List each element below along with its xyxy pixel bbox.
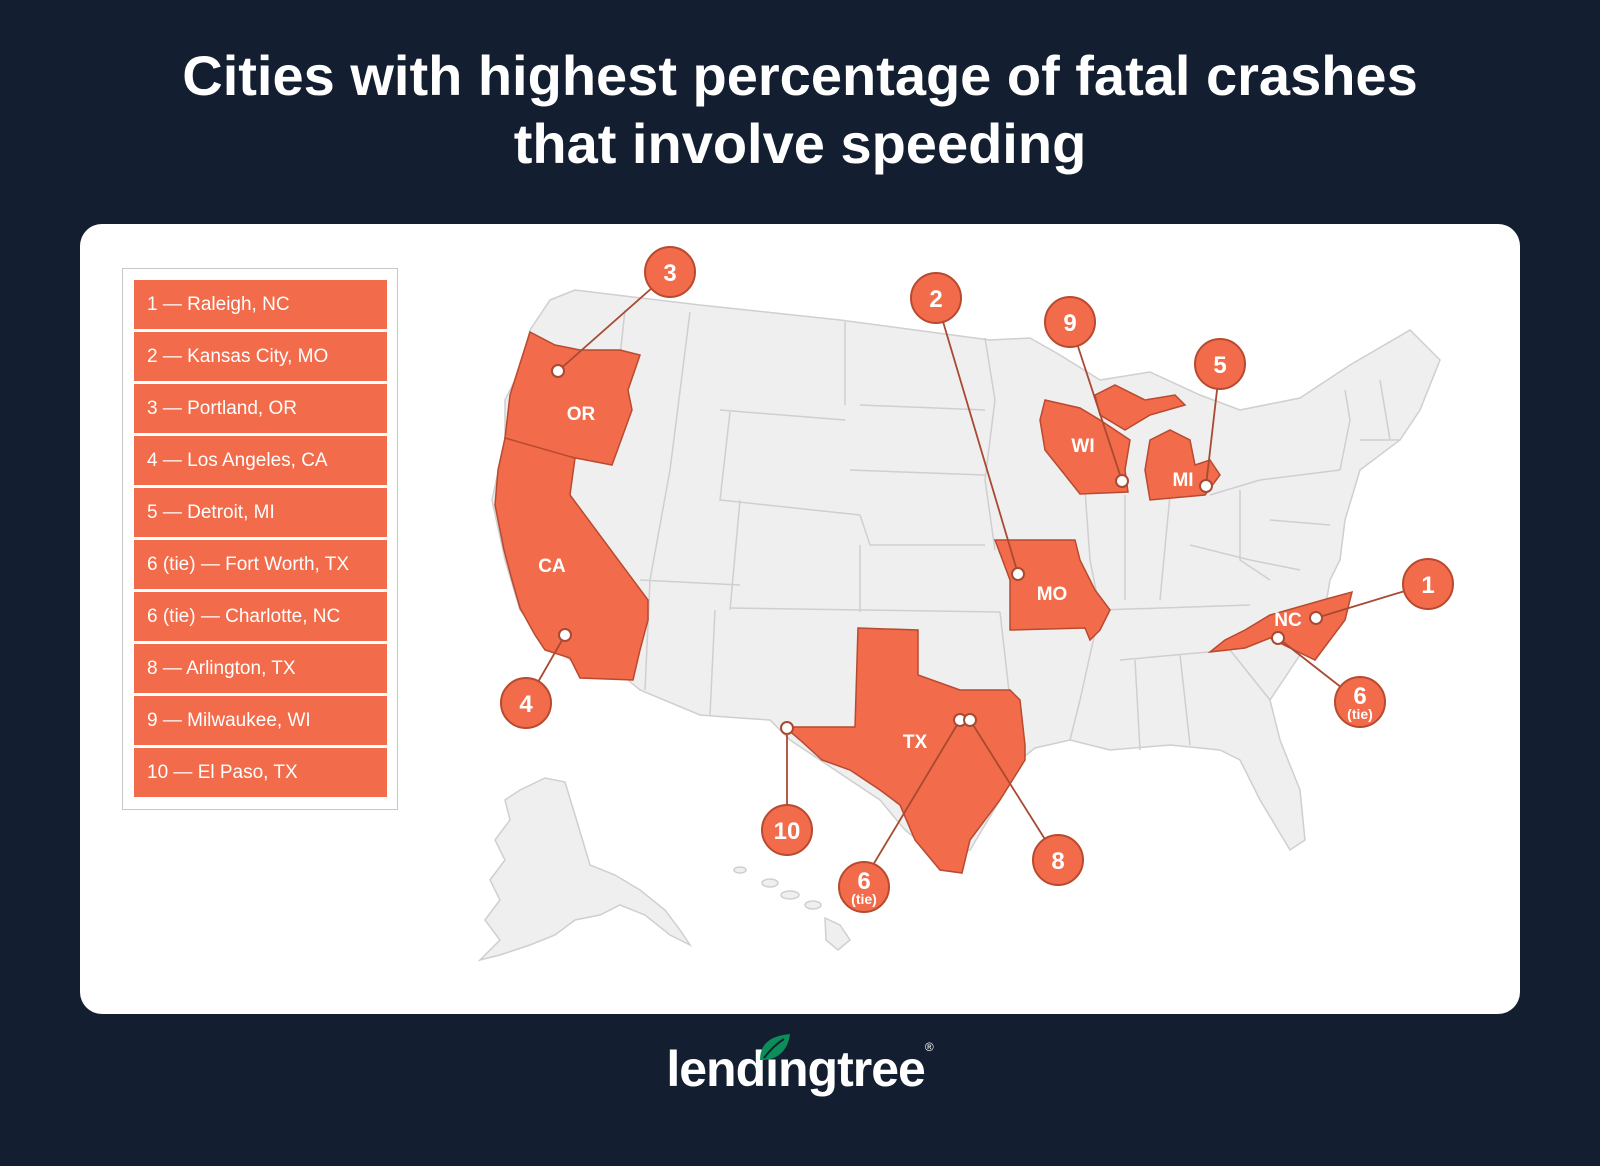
- page-title: Cities with highest percentage of fatal …: [0, 42, 1600, 178]
- rank-number: 5: [1213, 352, 1226, 379]
- state-michigan-up: [1094, 384, 1187, 431]
- rank-bubble-9[interactable]: 9: [1044, 296, 1096, 348]
- rank-number: 6: [857, 868, 870, 895]
- logo-wordmark: lendingtree: [666, 1041, 925, 1097]
- rank-bubble-3[interactable]: 3: [644, 246, 696, 298]
- label-mi: MI: [1172, 470, 1193, 491]
- state-missouri: [993, 539, 1111, 642]
- legend-item: 8 — Arlington, TX: [134, 644, 387, 693]
- rank-bubble-6-charlotte[interactable]: 6 (tie): [1334, 676, 1386, 728]
- legend-item: 5 — Detroit, MI: [134, 488, 387, 537]
- rank-note: (tie): [851, 891, 877, 907]
- rank-note: (tie): [1347, 706, 1373, 722]
- city-dot-portland[interactable]: [551, 364, 565, 378]
- rank-number: 2: [929, 286, 942, 313]
- registered-mark: ®: [924, 1040, 934, 1054]
- legend-item: 2 — Kansas City, MO: [134, 332, 387, 381]
- state-oregon: [504, 330, 641, 466]
- label-mo: MO: [1037, 584, 1068, 605]
- label-wi: WI: [1071, 436, 1094, 457]
- hawaii-shape: [733, 866, 851, 951]
- map-card: OR CA MO WI MI TX NC: [80, 224, 1520, 1014]
- label-nc: NC: [1274, 610, 1302, 631]
- state-texas: [782, 627, 1026, 874]
- rank-bubble-10[interactable]: 10: [761, 804, 813, 856]
- city-dot-arlington[interactable]: [963, 713, 977, 727]
- city-dot-el-paso[interactable]: [780, 721, 794, 735]
- ranking-legend: 1 — Raleigh, NC 2 — Kansas City, MO 3 — …: [122, 268, 398, 810]
- rank-number: 10: [774, 818, 801, 845]
- rank-number: 1: [1421, 572, 1434, 599]
- legend-item: 10 — El Paso, TX: [134, 748, 387, 797]
- rank-number: 4: [519, 691, 533, 718]
- lendingtree-logo: lendingtree®: [0, 1034, 1600, 1098]
- legend-item: 3 — Portland, OR: [134, 384, 387, 433]
- rank-number: 3: [663, 260, 676, 287]
- city-dot-detroit[interactable]: [1199, 479, 1213, 493]
- rank-number: 9: [1063, 310, 1076, 337]
- rank-bubble-4[interactable]: 4: [500, 677, 552, 729]
- rank-bubble-2[interactable]: 2: [910, 272, 962, 324]
- city-dot-kansas-city[interactable]: [1011, 567, 1025, 581]
- rank-bubble-1[interactable]: 1: [1402, 558, 1454, 610]
- state-north-carolina: [1207, 590, 1354, 661]
- label-ca: CA: [538, 556, 566, 577]
- leaf-icon: [760, 1034, 791, 1060]
- rank-number: 6: [1353, 683, 1366, 710]
- city-dot-los-angeles[interactable]: [558, 628, 572, 642]
- legend-item: 1 — Raleigh, NC: [134, 280, 387, 329]
- title-line-2: that involve speeding: [513, 112, 1087, 175]
- state-wisconsin: [1039, 399, 1131, 495]
- legend-item: 6 (tie) — Fort Worth, TX: [134, 540, 387, 589]
- city-dot-raleigh[interactable]: [1309, 611, 1323, 625]
- legend-item: 9 — Milwaukee, WI: [134, 696, 387, 745]
- rank-bubble-5[interactable]: 5: [1194, 338, 1246, 390]
- label-tx: TX: [903, 732, 928, 753]
- legend-item: 6 (tie) — Charlotte, NC: [134, 592, 387, 641]
- us-map: OR CA MO WI MI TX NC: [477, 246, 1454, 962]
- city-dot-milwaukee[interactable]: [1115, 474, 1129, 488]
- title-line-1: Cities with highest percentage of fatal …: [182, 44, 1418, 107]
- legend-item: 4 — Los Angeles, CA: [134, 436, 387, 485]
- state-california: [494, 437, 649, 681]
- rank-bubble-6-fort-worth[interactable]: 6 (tie): [838, 861, 890, 913]
- city-dots: [551, 364, 1323, 735]
- alaska-shape: [477, 777, 693, 962]
- label-or: OR: [567, 404, 596, 425]
- rank-bubble-8[interactable]: 8: [1032, 834, 1084, 886]
- rank-number: 8: [1051, 848, 1064, 875]
- city-dot-charlotte[interactable]: [1271, 631, 1285, 645]
